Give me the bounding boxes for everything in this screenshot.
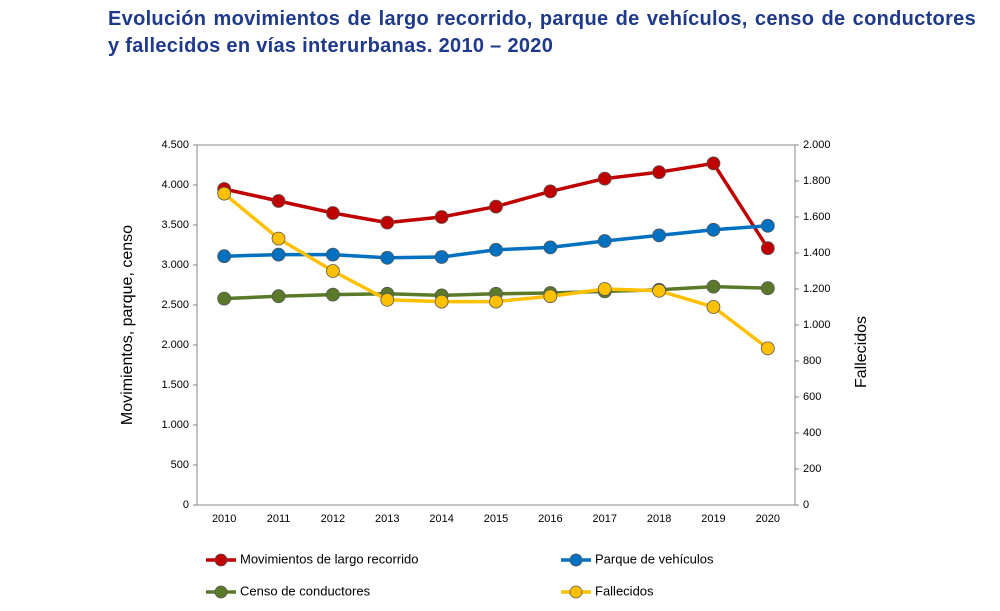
x-tick-label: 2011	[267, 513, 291, 525]
x-tick-label: 2012	[321, 513, 345, 525]
series-marker	[434, 294, 449, 309]
series-marker	[326, 247, 340, 262]
series-marker	[652, 165, 666, 180]
y-tick-label: 1.000	[161, 419, 189, 431]
chart-title: Evolución movimientos de largo recorrido…	[108, 8, 976, 57]
y-tick-label: 2.500	[161, 299, 189, 311]
series-marker	[652, 283, 666, 298]
x-tick-label: 2019	[701, 513, 725, 525]
y-tick-label: 3.500	[161, 219, 189, 231]
series-line	[223, 192, 769, 350]
x-tick-label: 2018	[647, 513, 671, 525]
series-marker	[706, 222, 721, 237]
x-tick-label: 2017	[592, 513, 616, 525]
y-tick-label: 1.500	[161, 379, 189, 391]
series-marker	[706, 156, 721, 171]
y-tick-label: 4.500	[161, 139, 189, 151]
legend-marker	[214, 585, 228, 599]
y-tick-label: 3.000	[161, 259, 189, 271]
series-marker	[489, 294, 503, 309]
y-tick-label: 2.000	[161, 339, 189, 351]
y2-tick-label: 1.000	[803, 319, 831, 331]
legend-marker	[214, 553, 228, 567]
y2-tick-label: 1.400	[803, 247, 831, 259]
y2-tick-label: 600	[803, 391, 821, 403]
y-tick-label: 0	[183, 499, 189, 511]
series-marker	[543, 184, 558, 199]
series-marker	[326, 264, 340, 278]
series-marker	[597, 234, 612, 248]
series-marker	[597, 282, 612, 296]
x-tick-label: 2010	[212, 513, 236, 525]
series-marker	[271, 194, 286, 208]
y2-axis-label: Fallecidos	[853, 316, 870, 388]
series-marker	[543, 289, 558, 304]
series-marker	[326, 287, 340, 302]
y2-tick-label: 800	[803, 355, 821, 367]
series-marker	[380, 250, 395, 265]
y-tick-label: 4.000	[161, 179, 189, 191]
series-marker	[380, 215, 395, 230]
series-marker	[706, 279, 721, 294]
x-tick-label: 2014	[429, 513, 453, 525]
legend-label: Movimientos de largo recorrido	[240, 551, 418, 566]
series-marker	[326, 206, 340, 220]
legend-marker	[569, 585, 583, 599]
series-marker	[271, 231, 286, 246]
y-axis-label: Movimientos, parque, censo	[119, 225, 136, 425]
x-tick-label: 2016	[538, 513, 562, 525]
legend-label: Parque de vehículos	[595, 551, 714, 566]
series-marker	[217, 291, 232, 306]
y2-tick-label: 1.200	[803, 283, 831, 295]
series-marker	[380, 292, 395, 307]
series-marker	[706, 300, 721, 314]
series-marker	[434, 210, 449, 224]
y2-tick-label: 200	[803, 463, 821, 475]
y2-tick-label: 400	[803, 427, 821, 439]
series-marker	[217, 186, 232, 201]
legend-label: Fallecidos	[595, 583, 654, 598]
series-marker	[760, 218, 775, 233]
series-marker	[760, 241, 775, 256]
series-marker	[597, 171, 612, 186]
series-marker	[271, 289, 286, 304]
series-marker	[271, 247, 286, 262]
y2-tick-label: 2.000	[803, 139, 831, 151]
series-marker	[434, 250, 449, 264]
y-tick-label: 500	[171, 459, 189, 471]
series-marker	[652, 228, 666, 243]
y2-tick-label: 0	[803, 499, 809, 511]
legend-label: Censo de conductores	[240, 583, 371, 598]
legend-marker	[569, 553, 583, 567]
series-marker	[217, 249, 232, 264]
series-marker	[543, 240, 558, 255]
x-tick-label: 2015	[484, 513, 508, 525]
x-tick-label: 2013	[375, 513, 399, 525]
plot-frame	[196, 144, 796, 506]
series-marker	[489, 199, 503, 214]
series-marker	[760, 341, 775, 356]
y2-tick-label: 1.600	[803, 211, 831, 223]
y2-tick-label: 1.800	[803, 175, 831, 187]
x-tick-label: 2020	[756, 513, 780, 525]
series-marker	[489, 242, 503, 257]
series-marker	[760, 281, 775, 296]
